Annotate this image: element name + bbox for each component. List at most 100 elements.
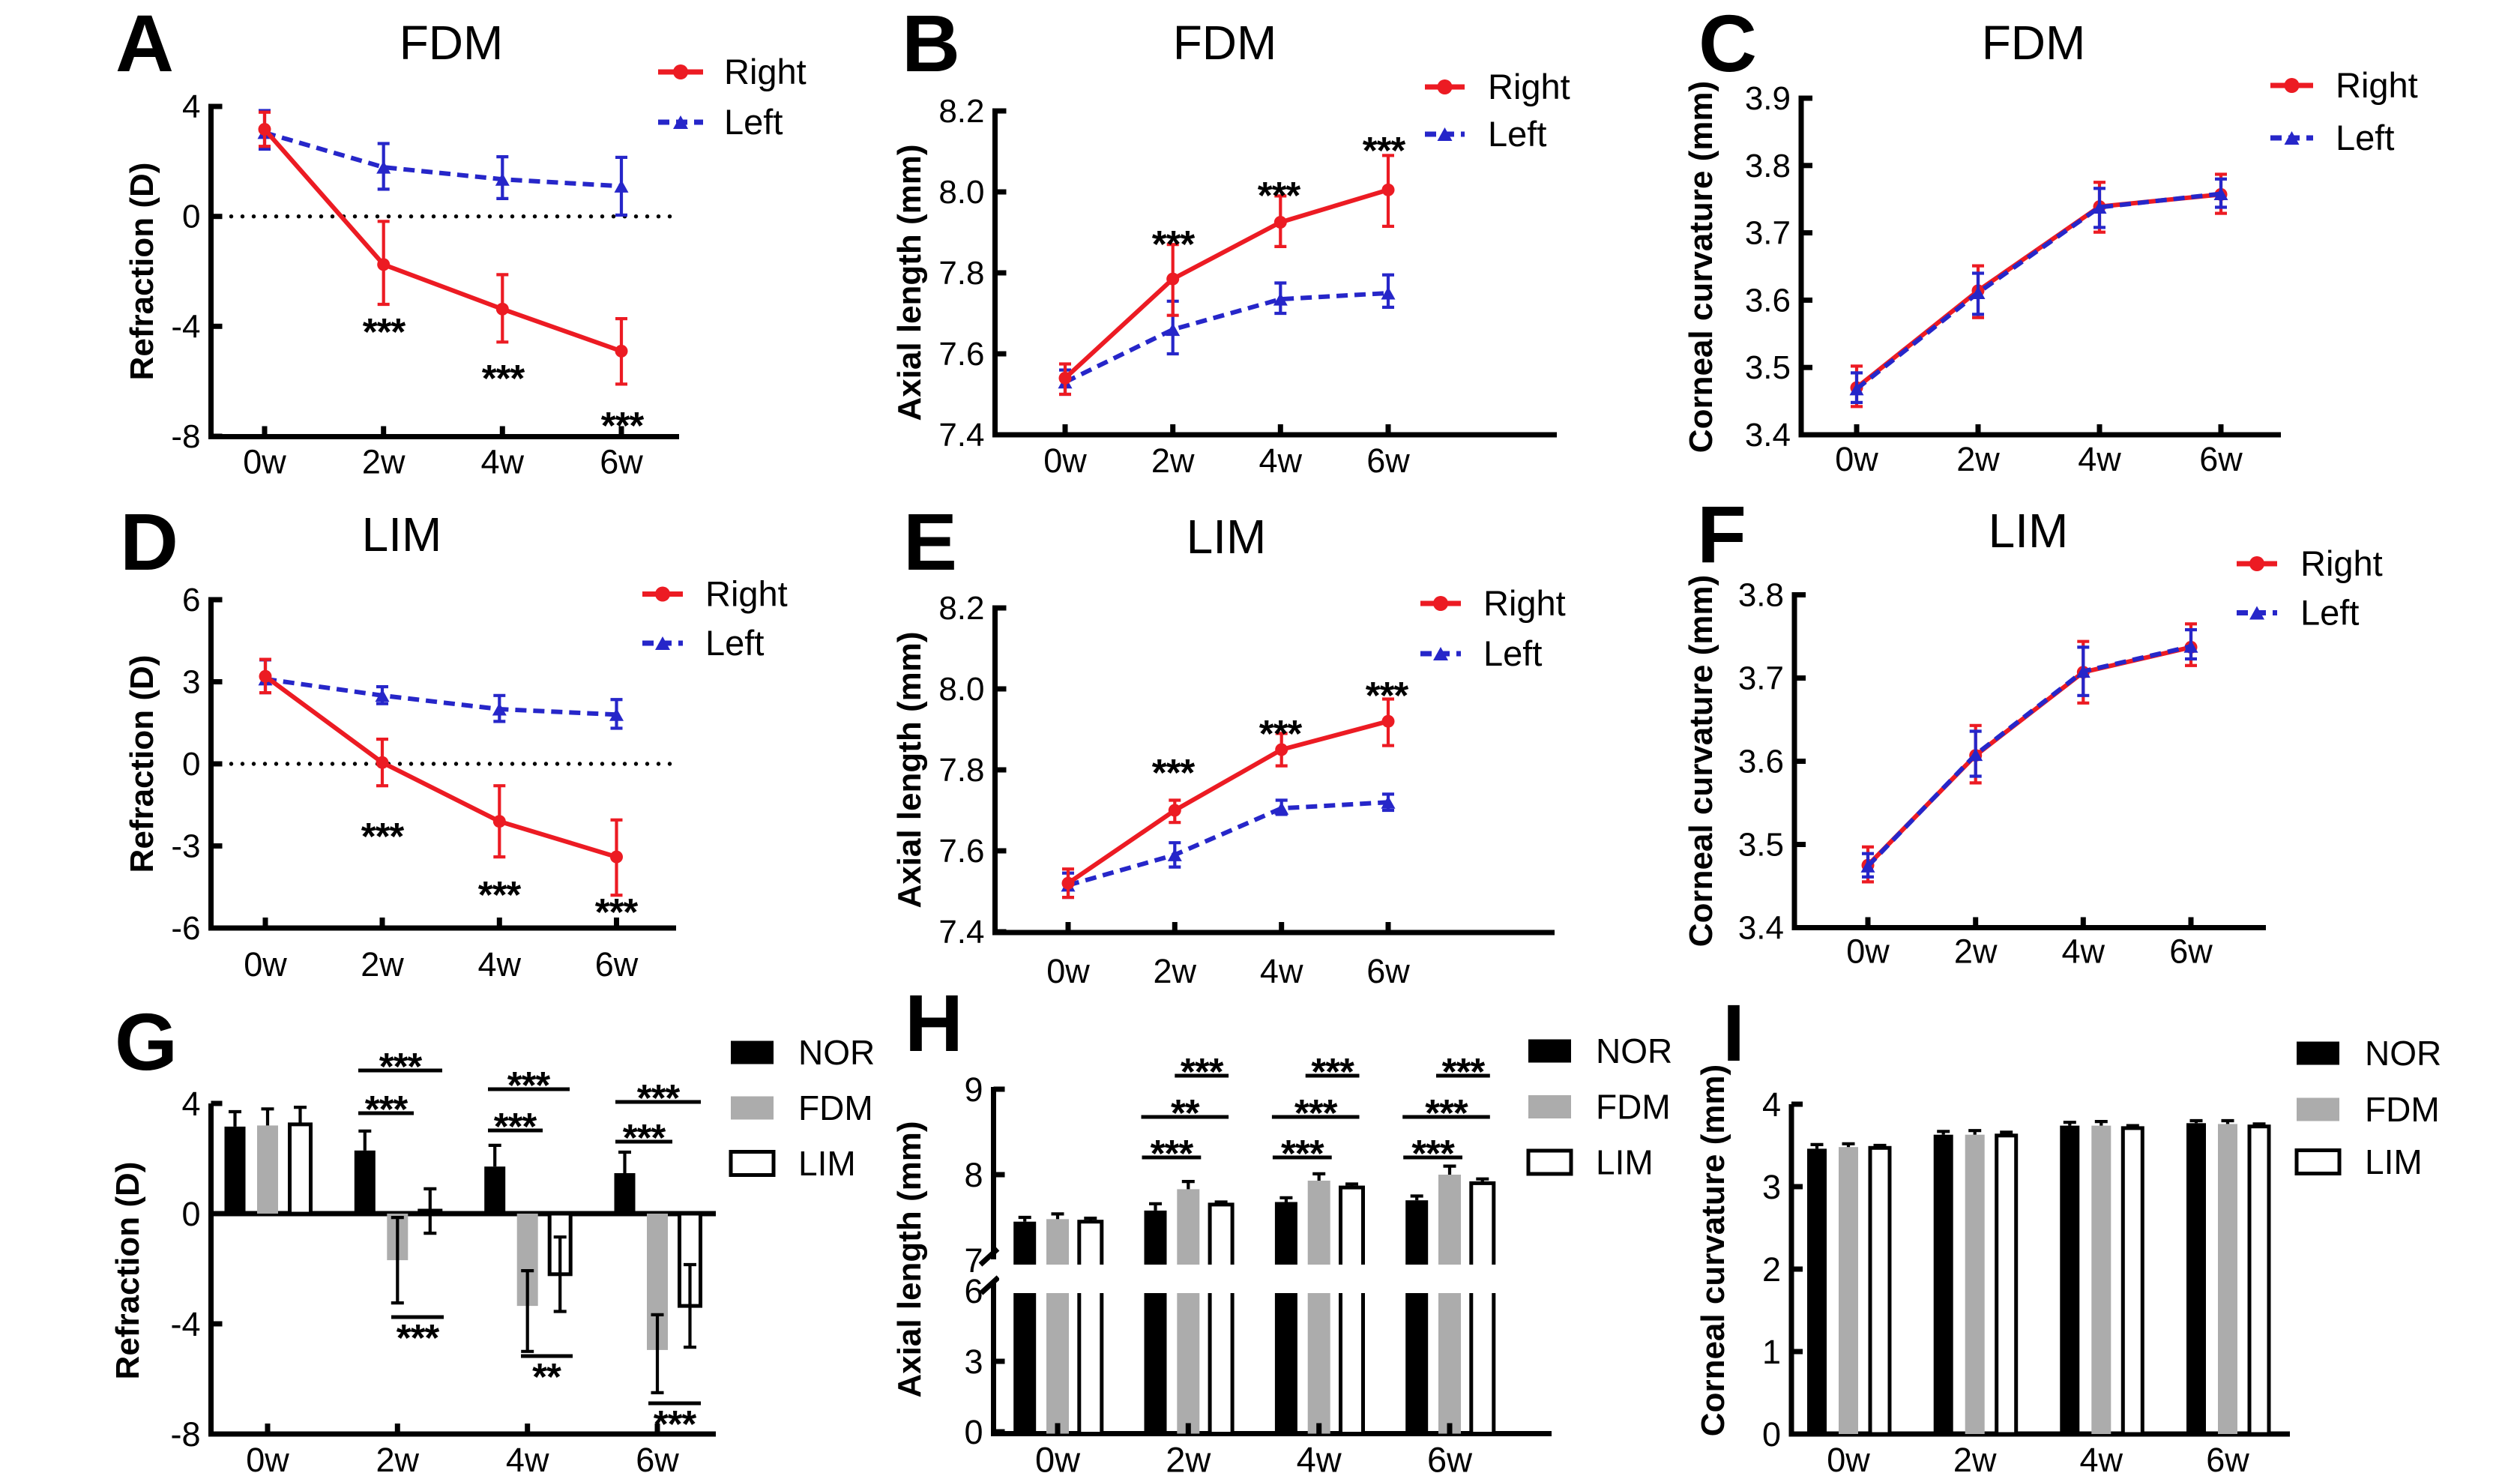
svg-text:4w: 4w	[2080, 1441, 2123, 1479]
svg-text:6w: 6w	[595, 945, 639, 984]
svg-text:7.6: 7.6	[938, 833, 984, 870]
svg-text:2w: 2w	[1953, 1441, 1997, 1479]
svg-text:-3: -3	[171, 828, 200, 865]
svg-text:7.4: 7.4	[938, 417, 984, 454]
svg-text:3.6: 3.6	[1738, 744, 1784, 780]
svg-text:3.4: 3.4	[1738, 910, 1784, 947]
svg-text:6: 6	[182, 582, 200, 618]
svg-text:FDM: FDM	[1982, 16, 2086, 70]
svg-text:4w: 4w	[478, 945, 522, 984]
svg-text:0w: 0w	[1035, 1440, 1081, 1479]
svg-text:0w: 0w	[1043, 442, 1087, 480]
svg-text:Right: Right	[705, 574, 788, 614]
svg-text:Right: Right	[724, 52, 807, 91]
svg-text:Left: Left	[1483, 633, 1542, 673]
svg-text:LIM: LIM	[1187, 510, 1267, 564]
svg-text:***: ***	[1425, 1091, 1468, 1134]
svg-text:2w: 2w	[1154, 952, 1197, 990]
svg-text:FDM: FDM	[400, 16, 504, 70]
svg-text:LIM: LIM	[2365, 1142, 2423, 1181]
svg-text:***: ***	[623, 1116, 666, 1159]
svg-text:***: ***	[1258, 174, 1301, 217]
svg-text:6w: 6w	[600, 443, 643, 481]
svg-text:***: ***	[507, 1064, 551, 1106]
svg-text:-8: -8	[171, 418, 200, 455]
svg-text:B: B	[902, 0, 960, 88]
svg-text:***: ***	[1294, 1091, 1338, 1134]
svg-text:0: 0	[182, 199, 200, 235]
svg-text:NOR: NOR	[2365, 1034, 2441, 1073]
svg-text:***: ***	[637, 1076, 681, 1119]
svg-text:3.8: 3.8	[1738, 577, 1784, 614]
svg-text:Right: Right	[1488, 67, 1570, 106]
svg-text:Axial length (mm): Axial length (mm)	[891, 1121, 928, 1397]
svg-text:4w: 4w	[1260, 952, 1303, 990]
svg-text:0: 0	[964, 1413, 983, 1451]
svg-text:***: ***	[363, 310, 406, 353]
svg-text:Left: Left	[705, 623, 764, 663]
svg-text:0w: 0w	[1846, 933, 1890, 971]
svg-text:***: ***	[601, 404, 645, 447]
svg-text:7.8: 7.8	[938, 255, 984, 292]
svg-text:I: I	[1722, 987, 1745, 1078]
svg-text:Refraction (D): Refraction (D)	[124, 655, 160, 873]
svg-text:0w: 0w	[246, 1441, 289, 1479]
svg-text:2: 2	[1762, 1250, 1781, 1289]
svg-text:***: ***	[379, 1045, 423, 1088]
svg-text:***: ***	[1152, 223, 1196, 265]
svg-text:4w: 4w	[2078, 440, 2121, 478]
svg-text:Left: Left	[2300, 593, 2359, 633]
svg-text:NOR: NOR	[798, 1033, 875, 1072]
svg-text:2w: 2w	[1956, 440, 2000, 478]
svg-text:H: H	[905, 978, 963, 1068]
svg-text:FDM: FDM	[1173, 16, 1277, 70]
svg-text:3: 3	[182, 664, 200, 701]
svg-text:4w: 4w	[506, 1441, 549, 1479]
svg-text:***: ***	[1152, 751, 1196, 794]
svg-text:FDM: FDM	[2365, 1090, 2440, 1129]
svg-text:6w: 6w	[2206, 1441, 2249, 1479]
svg-text:Refraction (D): Refraction (D)	[124, 163, 160, 381]
svg-text:0: 0	[182, 746, 200, 783]
svg-text:C: C	[1698, 0, 1757, 88]
svg-text:***: ***	[494, 1105, 537, 1148]
svg-text:2w: 2w	[1166, 1440, 1211, 1479]
svg-text:LIM: LIM	[1596, 1143, 1654, 1182]
svg-text:4: 4	[182, 88, 200, 125]
svg-text:Right: Right	[2300, 543, 2383, 583]
svg-text:***: ***	[478, 873, 522, 916]
svg-text:D: D	[120, 496, 178, 587]
svg-text:***: ***	[1311, 1050, 1354, 1093]
svg-text:Left: Left	[724, 102, 783, 142]
svg-text:***: ***	[1366, 674, 1409, 717]
svg-text:6w: 6w	[636, 1441, 679, 1479]
svg-text:A: A	[115, 0, 174, 88]
svg-text:Left: Left	[1488, 114, 1546, 154]
svg-text:8.2: 8.2	[938, 93, 984, 130]
svg-text:Left: Left	[2336, 118, 2394, 157]
svg-text:3.5: 3.5	[1738, 827, 1784, 864]
svg-text:***: ***	[1363, 129, 1406, 172]
svg-text:0: 0	[1762, 1415, 1781, 1454]
svg-text:4: 4	[1762, 1085, 1781, 1124]
svg-text:8.0: 8.0	[938, 174, 984, 211]
svg-text:F: F	[1697, 489, 1746, 579]
svg-text:G: G	[115, 996, 178, 1087]
svg-text:8: 8	[964, 1156, 983, 1194]
svg-text:6w: 6w	[2199, 440, 2243, 478]
svg-text:Corneal curvature (mm): Corneal curvature (mm)	[1683, 81, 1719, 453]
svg-text:***: ***	[1151, 1132, 1194, 1175]
svg-text:0w: 0w	[1046, 952, 1090, 990]
svg-text:0w: 0w	[1827, 1441, 1870, 1479]
svg-text:FDM: FDM	[1596, 1088, 1671, 1127]
svg-text:3.7: 3.7	[1738, 660, 1784, 697]
svg-text:Corneal curvature (mm): Corneal curvature (mm)	[1683, 575, 1719, 947]
svg-text:6w: 6w	[2169, 933, 2213, 971]
svg-text:Corneal curvature (mm): Corneal curvature (mm)	[1695, 1064, 1731, 1436]
svg-text:***: ***	[1442, 1050, 1486, 1093]
svg-text:9: 9	[964, 1070, 983, 1109]
svg-text:2w: 2w	[362, 443, 406, 481]
svg-text:6w: 6w	[1366, 442, 1410, 480]
svg-text:-4: -4	[170, 1305, 200, 1343]
svg-text:-4: -4	[171, 308, 200, 345]
